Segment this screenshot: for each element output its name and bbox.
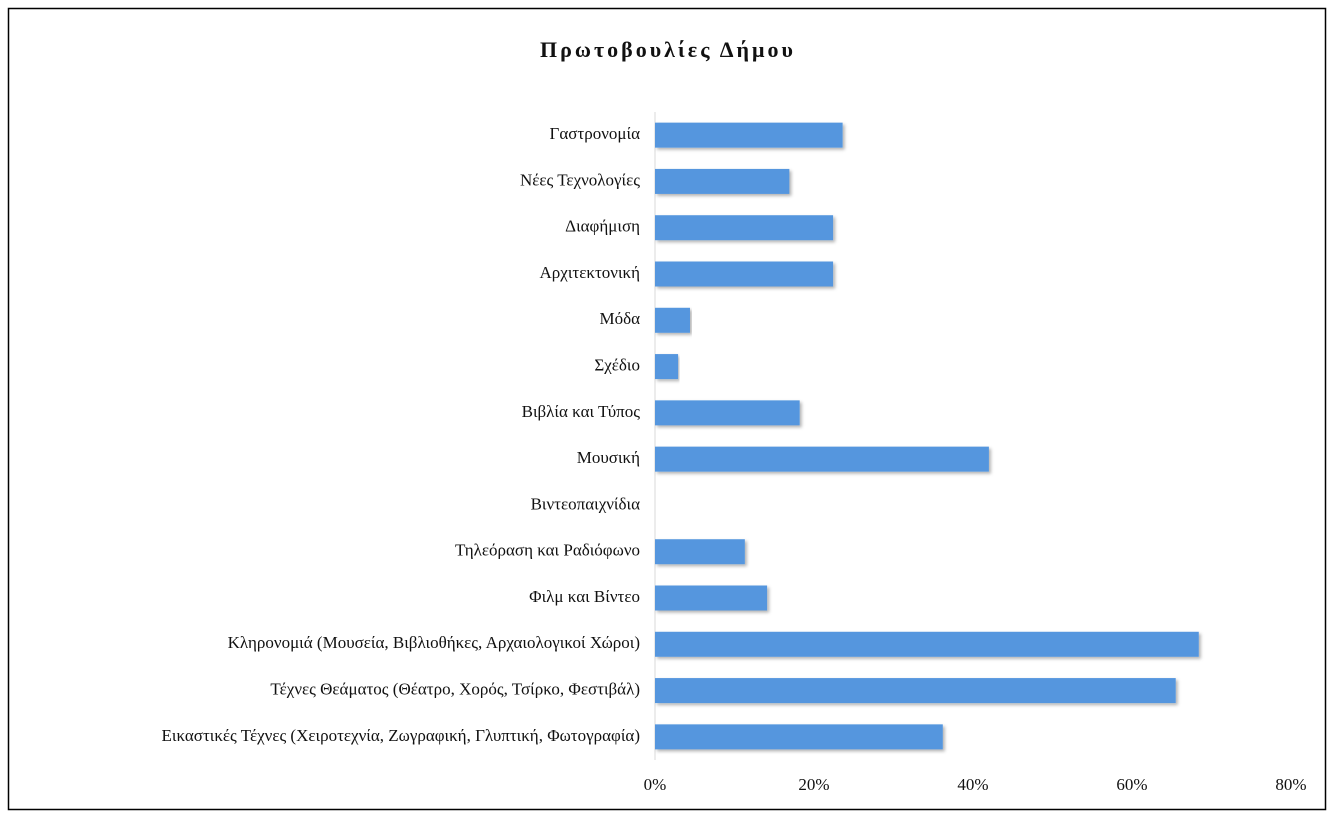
y-tick-label: Αρχιτεκτονική xyxy=(540,263,640,282)
y-tick-label: Διαφήμιση xyxy=(565,217,640,236)
bar xyxy=(655,168,790,194)
x-tick-label: 60% xyxy=(1116,775,1147,794)
bar xyxy=(655,122,843,148)
bar xyxy=(655,631,1199,657)
y-tick-label: Εικαστικές Τέχνες (Χειροτεχνία, Ζωγραφικ… xyxy=(162,726,641,745)
y-tick-label: Βιντεοπαιχνίδια xyxy=(531,494,641,513)
bar xyxy=(655,724,943,750)
bar xyxy=(655,354,679,380)
x-tick-label: 80% xyxy=(1275,775,1306,794)
y-tick-label: Σχέδιο xyxy=(594,355,640,374)
y-tick-label: Γαστρονομία xyxy=(550,124,641,143)
bar xyxy=(655,446,989,472)
x-tick-label: 40% xyxy=(957,775,988,794)
chart-title: Πρωτοβουλίες Δήμου xyxy=(540,37,796,62)
y-tick-label: Κληρονομιά (Μουσεία, Βιβλιοθήκες, Αρχαιο… xyxy=(228,633,640,652)
bar xyxy=(655,400,800,426)
bar xyxy=(655,307,690,333)
y-tick-label: Νέες Τεχνολογίες xyxy=(520,170,640,189)
x-tick-label: 0% xyxy=(644,775,667,794)
y-tick-label: Μουσική xyxy=(577,448,640,467)
bar xyxy=(655,261,834,287)
y-tick-label: Μόδα xyxy=(599,309,640,328)
y-tick-label: Τέχνες Θεάματος (Θέατρο, Χορός, Τσίρκο, … xyxy=(270,679,640,698)
bar xyxy=(655,585,768,611)
bar xyxy=(655,678,1176,704)
y-tick-label: Φιλμ και Βίντεο xyxy=(529,587,640,606)
y-tick-label: Βιβλία και Τύπος xyxy=(522,402,641,421)
y-tick-label: Τηλεόραση και Ραδιόφωνο xyxy=(455,541,640,560)
x-tick-label: 20% xyxy=(798,775,829,794)
bar xyxy=(655,539,745,565)
bar xyxy=(655,215,834,241)
